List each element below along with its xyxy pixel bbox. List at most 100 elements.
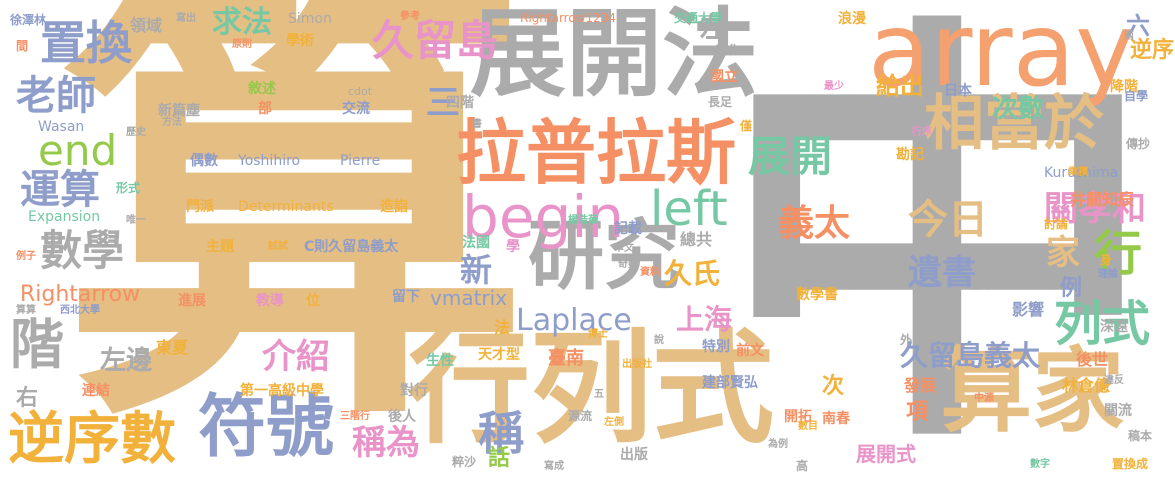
word-begin: begin [462, 183, 625, 251]
word-lunwen: 論文 [970, 281, 990, 292]
word-kurushima: Kurushima [1044, 165, 1119, 181]
word-jiuliudao: 久留島 [372, 16, 499, 65]
word-laoshi: 老師 [16, 73, 96, 119]
word-hanglieshi: 行列式 [408, 318, 774, 460]
word-zhong: 中 [718, 0, 1158, 482]
word-cankao: 參考 [400, 11, 420, 22]
word-hangxu: 行序 [912, 127, 932, 138]
word-shuzi: 數字 [1030, 459, 1050, 470]
word-jieshao: 介紹 [262, 337, 330, 377]
word-bu: 部 [258, 101, 272, 117]
word-cheng: 稱 [478, 406, 524, 460]
word-xinpianchen: 新篇塵 [158, 103, 200, 119]
word-shumu: 數目 [798, 421, 818, 432]
word-shen: 身 [1100, 253, 1113, 267]
word-yingxiang: 影響 [1012, 300, 1045, 319]
word-cdot: cdot [348, 85, 373, 98]
word-zuoce: 左側 [604, 417, 624, 428]
word-xiecheng: 寫成 [544, 461, 564, 472]
word-ziliao: 資料 [640, 267, 660, 278]
word-jiaoliu: 交流 [342, 101, 370, 117]
word-cishu: 次數 [992, 94, 1045, 124]
word-shenyuan: 深遠 [1100, 319, 1128, 335]
word-san: 三 [426, 83, 460, 123]
word-geichu: 給出 [876, 72, 924, 100]
word-suanjia: 算家 [940, 338, 1125, 445]
word-benwen: 本文 [614, 243, 634, 254]
word-riben: 日本 [944, 83, 972, 99]
word-zuo: 左 [700, 11, 729, 44]
word-hang: 行 [1094, 226, 1143, 282]
word-jiaodao: 教導 [256, 293, 284, 309]
word-diyi: 第一高級中學 [240, 383, 324, 399]
word-simon: Simon [288, 11, 332, 27]
word-zuobian: 左邊 [100, 346, 153, 376]
word-shu: 書 [472, 119, 482, 130]
word-xue: 學 [506, 239, 520, 255]
word-qianwen: 前文 [736, 343, 764, 359]
word-lishi: 歷史 [126, 127, 146, 138]
word-zuishao: 最少 [824, 81, 844, 92]
word-left: left [650, 181, 728, 237]
word-pierre: Pierre [340, 153, 381, 169]
word-tainan: 臺南 [548, 348, 584, 369]
word-kanji: 勘記 [896, 147, 924, 163]
word-xibei: 西北大學 [60, 305, 100, 316]
word-zhuzuo: 著作 [716, 43, 741, 57]
word-boshi: 博士 [588, 329, 608, 340]
word-suansuan: 算算 [16, 305, 36, 316]
word-jiushi: 久氏 [664, 257, 721, 290]
word-guanxiaohe: 關孝和 [1044, 189, 1146, 229]
word-zaoyi: 造詣 [380, 199, 408, 215]
word-xueshu: 學術 [286, 33, 314, 49]
word-you: 右 [16, 386, 39, 411]
word-fuhao: 符號 [198, 388, 335, 467]
word-jishu: 奇數 [618, 259, 638, 270]
word-yoshihiro: Yoshihiro [238, 153, 301, 169]
word-rightarrow1234: Rightarrow1234 [520, 11, 617, 25]
word-xushu: 敘述 [248, 81, 276, 97]
word-ci: 次 [822, 374, 845, 399]
word-zhihuancheng: 置換成 [1112, 457, 1149, 471]
word-shengxing: 生性 [426, 353, 454, 369]
word-guoli: 國立 [710, 69, 738, 85]
word-yuanliu: 源流 [568, 409, 593, 423]
word-xuzelin: 徐澤林 [10, 13, 47, 27]
word-zhuti: 主題 [206, 239, 234, 255]
word-liu: 六 [1126, 12, 1150, 40]
word-jiaotong: 交通大學 [674, 11, 723, 25]
word-xin: 新 [460, 251, 493, 289]
word-shishi: 試試 [268, 241, 288, 252]
word-nixu: 逆序 [1130, 38, 1175, 63]
word-dongxia: 東夏 [156, 338, 189, 357]
word-lizi: 例子 [16, 251, 36, 262]
word-oushu: 偶數 [190, 153, 218, 169]
word-langman: 浪漫 [838, 11, 866, 27]
word-weiyi: 唯一 [126, 215, 146, 226]
word-zhankaifa: 展開法 [470, 0, 758, 110]
word-cuisha: 粹沙 [452, 455, 477, 469]
word-xiechu: 寫出 [176, 13, 196, 24]
word-jiuliudaoyitai: 久留島義太 [900, 339, 1041, 372]
word-faguo: 法國 [462, 235, 490, 251]
word-wei: 位 [306, 293, 320, 309]
word-laplace: Laplace [516, 303, 632, 338]
word-fangfa: 方法 [162, 117, 182, 128]
word-shuo: 說 [654, 335, 664, 346]
word-chuanchao: 傳抄 [1126, 137, 1151, 151]
word-array: array [868, 0, 1136, 110]
word-tiancaixing: 天才型 [478, 347, 520, 363]
word-wasan: Wasan [38, 119, 85, 135]
word-lieshi: 列式 [1054, 296, 1151, 352]
word-jianbu: 建部賢弘 [702, 375, 758, 391]
word-sijie: 四階 [446, 95, 474, 111]
word-liang: 兩 [1124, 31, 1134, 42]
word-zhihuan: 置換 [40, 16, 132, 70]
word-houshi: 後世 [1076, 350, 1109, 369]
word-determinants: Determinants [238, 199, 334, 215]
word-shuxueshu: 數學書 [796, 287, 838, 303]
word-gaoben: 稿本 [1128, 429, 1153, 443]
word-jie: 階 [10, 313, 64, 376]
word-taolun: 討論 [1044, 217, 1069, 231]
